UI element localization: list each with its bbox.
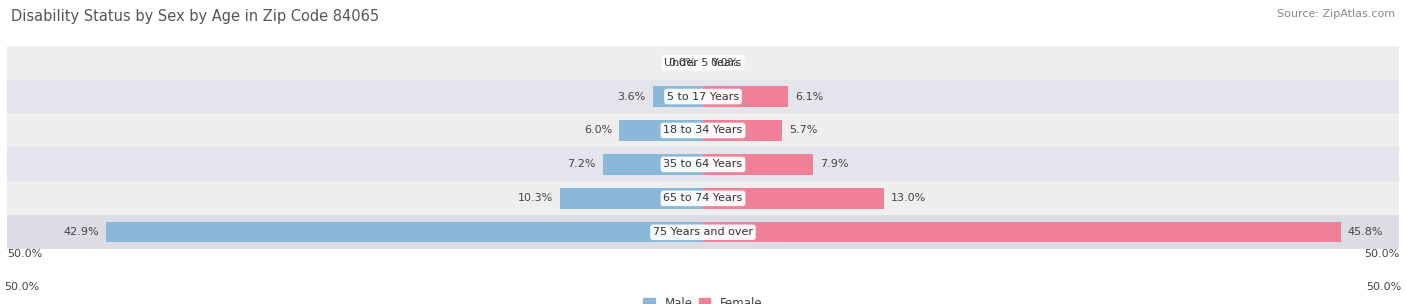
Text: Source: ZipAtlas.com: Source: ZipAtlas.com	[1277, 9, 1395, 19]
Text: 5 to 17 Years: 5 to 17 Years	[666, 92, 740, 102]
Bar	[703, 154, 813, 174]
Text: 0.0%: 0.0%	[668, 57, 696, 67]
Text: 50.0%: 50.0%	[1364, 249, 1399, 259]
Text: 7.2%: 7.2%	[567, 159, 596, 169]
Text: 13.0%: 13.0%	[891, 193, 927, 203]
Legend: Male, Female: Male, Female	[638, 292, 768, 304]
Bar	[7, 80, 1399, 113]
Bar	[7, 215, 1399, 249]
Bar	[7, 181, 1399, 215]
Bar	[105, 222, 703, 243]
Text: 65 to 74 Years: 65 to 74 Years	[664, 193, 742, 203]
Bar	[7, 147, 1399, 181]
Bar	[703, 188, 884, 209]
Text: 0.0%: 0.0%	[710, 57, 738, 67]
Bar	[652, 86, 703, 107]
Text: Under 5 Years: Under 5 Years	[665, 57, 741, 67]
Text: 3.6%: 3.6%	[617, 92, 645, 102]
Text: 10.3%: 10.3%	[517, 193, 553, 203]
Text: 50.0%: 50.0%	[4, 282, 39, 292]
Text: 50.0%: 50.0%	[7, 249, 42, 259]
Bar	[703, 222, 1340, 243]
Text: 35 to 64 Years: 35 to 64 Years	[664, 159, 742, 169]
Text: 18 to 34 Years: 18 to 34 Years	[664, 126, 742, 136]
Bar	[703, 86, 787, 107]
Text: 7.9%: 7.9%	[820, 159, 848, 169]
Text: Disability Status by Sex by Age in Zip Code 84065: Disability Status by Sex by Age in Zip C…	[11, 9, 380, 24]
Text: 75 Years and over: 75 Years and over	[652, 227, 754, 237]
Text: 6.1%: 6.1%	[794, 92, 823, 102]
Bar	[560, 188, 703, 209]
Text: 6.0%: 6.0%	[585, 126, 613, 136]
Bar	[603, 154, 703, 174]
Bar	[7, 46, 1399, 80]
Bar	[7, 113, 1399, 147]
Text: 45.8%: 45.8%	[1347, 227, 1384, 237]
Text: 5.7%: 5.7%	[789, 126, 818, 136]
Text: 42.9%: 42.9%	[63, 227, 98, 237]
Text: 50.0%: 50.0%	[1367, 282, 1402, 292]
Bar	[703, 120, 782, 141]
Bar	[620, 120, 703, 141]
